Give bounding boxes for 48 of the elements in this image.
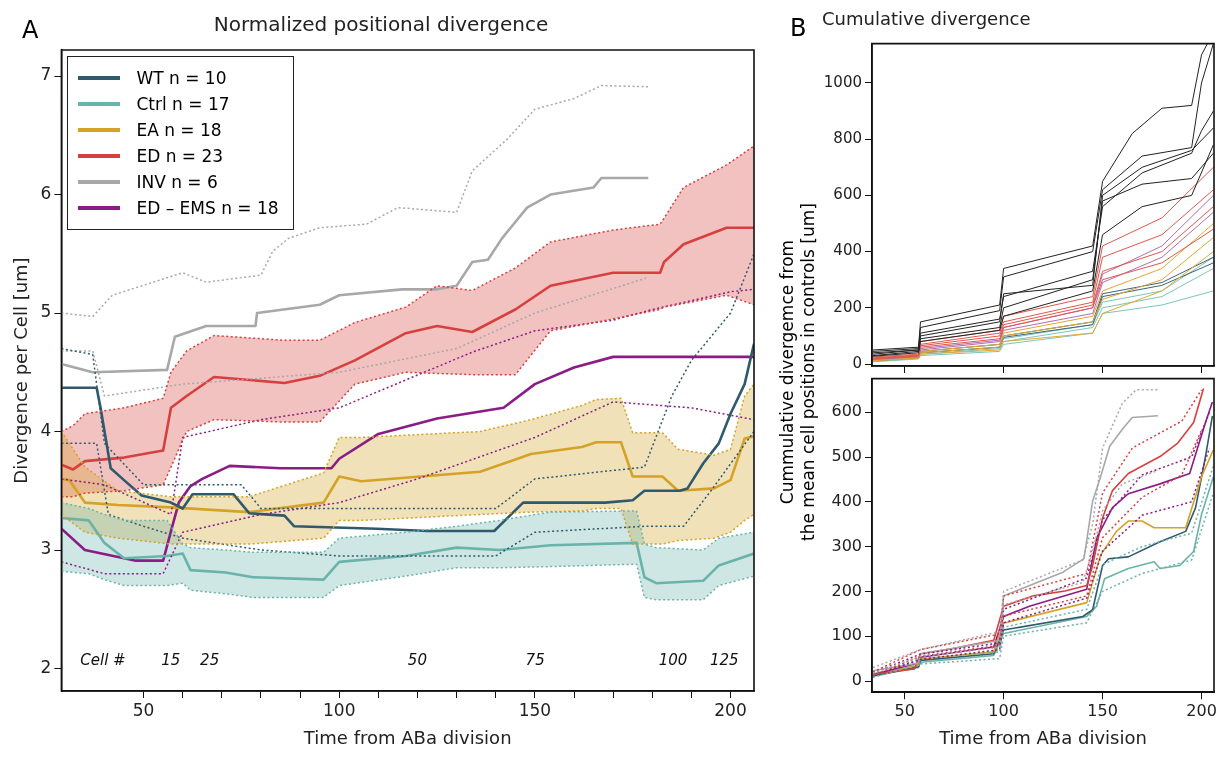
y-axis-title: Divergence per Cell [um] bbox=[10, 257, 32, 484]
y-tick-label: 300 bbox=[831, 535, 862, 555]
x-axis-title: Time from ABa division bbox=[938, 726, 1147, 748]
text: A bbox=[22, 16, 39, 44]
x-tick-label: 100 bbox=[323, 699, 356, 720]
annotation: 75 bbox=[525, 650, 545, 669]
y-tick-label: 200 bbox=[831, 580, 862, 600]
legend-label: ED – EMS n = 18 bbox=[136, 197, 279, 220]
annotation: 50 bbox=[407, 650, 427, 669]
x-tick-label: 200 bbox=[1186, 700, 1217, 720]
y-tick-label: 2 bbox=[40, 656, 52, 677]
x-tick-label: 200 bbox=[714, 699, 747, 720]
x-tick-label: 150 bbox=[1087, 700, 1118, 720]
y-tick-label: 3 bbox=[40, 538, 52, 559]
annotation: 25 bbox=[200, 650, 220, 669]
y-tick-label: 200 bbox=[833, 297, 862, 316]
y-tick-label: 800 bbox=[833, 129, 862, 148]
chart-title: Cumulative divergence bbox=[822, 8, 1031, 30]
y-tick-label: 100 bbox=[831, 625, 862, 645]
legend-label: EA n = 18 bbox=[136, 119, 222, 142]
y-tick-label: 4 bbox=[40, 419, 52, 440]
y-tick-label: 1000 bbox=[823, 72, 862, 91]
x-tick-label: 50 bbox=[132, 699, 155, 720]
chart-title: Normalized positional divergence bbox=[213, 12, 549, 37]
x-tick-label: 150 bbox=[518, 699, 552, 720]
legend-label: INV n = 6 bbox=[136, 171, 218, 194]
y-tick-label: 0 bbox=[852, 353, 862, 372]
y-tick-label: 6 bbox=[40, 182, 52, 203]
annotation: 15 bbox=[161, 650, 181, 669]
legend-label: WT n = 10 bbox=[136, 67, 227, 90]
y-axis-title: Cummulative divergemce from the mean cell positions in controls [um] bbox=[776, 203, 819, 541]
y-tick-label: 0 bbox=[851, 670, 862, 690]
y-tick-label: 7 bbox=[40, 64, 52, 85]
annotation: 125 bbox=[709, 650, 739, 669]
x-axis-title: Time from ABa division bbox=[302, 726, 512, 748]
x-tick-label: 100 bbox=[988, 700, 1019, 720]
text: B bbox=[790, 14, 807, 42]
y-tick-label: 400 bbox=[833, 241, 862, 260]
y-tick-label: 600 bbox=[831, 401, 862, 421]
y-tick-label: 400 bbox=[831, 490, 862, 510]
legend-label: ED n = 23 bbox=[136, 145, 224, 168]
x-tick-label: 50 bbox=[894, 700, 915, 720]
legend-label: Ctrl n = 17 bbox=[136, 93, 230, 116]
y-tick-label: 5 bbox=[40, 301, 52, 322]
annotation: Cell # bbox=[80, 650, 126, 669]
y-tick-label: 600 bbox=[833, 185, 862, 204]
y-tick-label: 500 bbox=[831, 446, 862, 466]
annotation: 100 bbox=[658, 650, 688, 669]
